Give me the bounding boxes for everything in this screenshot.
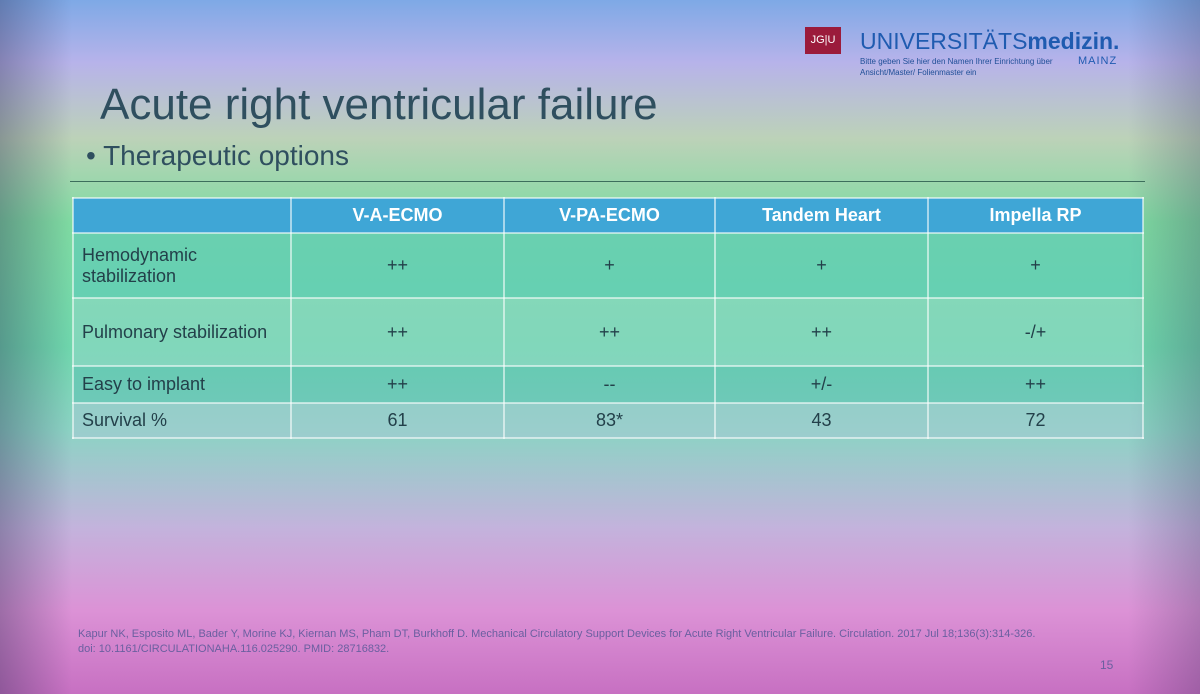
brand-city: MAINZ xyxy=(1078,55,1118,67)
page-number: 15 xyxy=(1100,658,1114,672)
table-row: Survival % 61 83* 43 72 xyxy=(72,402,1144,439)
table-cell: ++ xyxy=(290,232,505,299)
brand-bold: medizin. xyxy=(1027,28,1120,54)
table-row: Hemodynamic stabilization ++ + + + xyxy=(72,232,1144,299)
citation: Kapur NK, Esposito ML, Bader Y, Morine K… xyxy=(78,628,1036,655)
table-cell: ++ xyxy=(290,297,505,367)
table-cell: 72 xyxy=(927,402,1144,439)
table-cell: + xyxy=(503,232,716,299)
table-cell: +/- xyxy=(714,365,929,404)
brand-plain: UNIVERSITÄTS xyxy=(860,28,1028,54)
table-cell: ++ xyxy=(714,297,929,367)
header-cell: Impella RP xyxy=(927,197,1144,234)
table-cell: -/+ xyxy=(927,297,1144,367)
table-row: Pulmonary stabilization ++ ++ ++ -/+ xyxy=(72,297,1144,367)
table-cell: 61 xyxy=(290,402,505,439)
table-cell: ++ xyxy=(927,365,1144,404)
row-label: Pulmonary stabilization xyxy=(72,297,292,367)
table-row: Easy to implant ++ -- +/- ++ xyxy=(72,365,1144,404)
table-cell: 43 xyxy=(714,402,929,439)
row-label: Easy to implant xyxy=(72,365,292,404)
header-row: V-A-ECMO V-PA-ECMO Tandem Heart Impella RP xyxy=(72,197,1144,234)
header-cell: V-PA-ECMO xyxy=(503,197,716,234)
table: V-A-ECMO V-PA-ECMO Tandem Heart Impella RP H… xyxy=(72,197,1144,439)
bullet: • Therapeutic options xyxy=(86,140,350,171)
slide-title: Acute right ventricular failure xyxy=(100,80,658,129)
table-cell: -- xyxy=(503,365,716,404)
row-label: Survival % xyxy=(72,402,292,439)
logo-mark: JG|U xyxy=(805,27,841,54)
table-cell: ++ xyxy=(503,297,716,367)
header-cell xyxy=(72,197,292,234)
table-cell: 83* xyxy=(503,402,716,439)
header-cell: V-A-ECMO xyxy=(290,197,505,234)
divider xyxy=(70,181,1145,182)
table-cell: ++ xyxy=(290,365,505,404)
header-cell: Tandem Heart xyxy=(714,197,929,234)
bullet-text: Therapeutic options xyxy=(103,140,350,171)
row-label: Hemodynamic stabilization xyxy=(72,232,292,299)
brand: UNIVERSITÄTSmedizin. xyxy=(860,28,1119,55)
table-cell: + xyxy=(714,232,929,299)
brand-note: Bitte geben Sie hier den Namen Ihrer Ein… xyxy=(860,57,1053,77)
table-cell: + xyxy=(927,232,1144,299)
